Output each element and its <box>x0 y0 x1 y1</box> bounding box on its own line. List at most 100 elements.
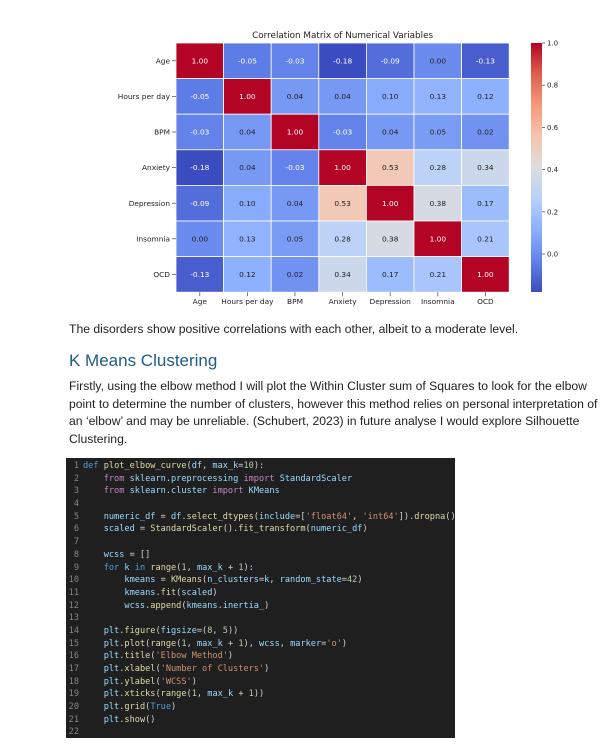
code-line: 4 <box>66 498 455 511</box>
row-tick-label: Depression <box>129 199 171 208</box>
code-text: plt.figure(figsize=(8, 5)) <box>103 625 239 636</box>
cell-value-label: 0.02 <box>477 128 493 137</box>
code-block: 1 def plot_elbow_curve(df, max_k=10): 2 fr… <box>66 458 455 738</box>
heatmap-cell <box>365 113 415 151</box>
line-number: 2 <box>73 473 79 484</box>
col-tick-label: Hours per day <box>221 297 274 306</box>
cell-value-label: 0.00 <box>430 56 447 65</box>
line-number: 18 <box>68 676 79 687</box>
code-line: 8 wcss = [] <box>66 549 455 562</box>
heatmap-cell <box>175 149 224 186</box>
cell-value-label: -0.18 <box>333 56 352 65</box>
code-line: 13 <box>66 612 455 625</box>
colorbar-tick-label: 0.8 <box>547 82 558 90</box>
cell-value-label: 0.38 <box>382 234 399 243</box>
line-number: 16 <box>68 651 79 662</box>
cell-value-label: 0.17 <box>382 270 399 279</box>
cell-value-label: 0.04 <box>239 128 256 137</box>
code-text: plt.title('Elbow Method') <box>103 651 234 662</box>
cell-value-label: 1.00 <box>382 199 399 208</box>
cell-value-label: -0.18 <box>190 163 209 172</box>
code-text: plt.xlabel('Number of Clusters') <box>103 664 270 674</box>
line-number: 17 <box>68 664 79 674</box>
cell-value-label: -0.05 <box>190 92 209 101</box>
heatmap-cell <box>223 42 272 79</box>
code-line: 11 kmeans.fit(scaled) <box>66 587 455 600</box>
code-line: 18 plt.ylabel('WCSS') <box>66 676 455 689</box>
cell-value-label: 0.10 <box>382 92 399 101</box>
cell-value-label: -0.09 <box>190 199 209 208</box>
heatmap-cell <box>270 78 320 115</box>
code-text: plt.show() <box>103 714 156 725</box>
cell-value-label: 0.12 <box>239 270 255 279</box>
code-text: numeric_df = df.select_dtypes(include=['… <box>103 511 455 522</box>
row-tick-label: OCD <box>153 270 170 279</box>
colorbar <box>531 43 542 292</box>
code-line: 19 plt.xticks(range(1, max_k + 1)) <box>66 688 455 701</box>
col-tick-label: Insomnia <box>421 297 455 306</box>
cell-value-label: -0.13 <box>476 56 495 65</box>
cell-value-label: 1.00 <box>430 234 447 243</box>
code-line: 21 plt.show() <box>66 714 455 727</box>
code-line: 7 <box>66 536 455 549</box>
heatmap-cell <box>413 256 462 293</box>
line-number: 4 <box>73 499 79 510</box>
cell-value-label: 0.17 <box>477 199 494 208</box>
heatmap-cell <box>318 220 367 257</box>
row-tick-label: Age <box>156 56 171 65</box>
cell-value-label: 1.00 <box>192 56 209 65</box>
code-line: 5 numeric_df = df.select_dtypes(include=… <box>66 511 455 524</box>
cell-value-label: 0.21 <box>477 234 494 243</box>
code-text: kmeans.fit(scaled) <box>124 587 218 598</box>
code-line: 10 kmeans = KMeans(n_clusters=k, random_… <box>66 574 455 587</box>
line-number: 7 <box>73 537 79 548</box>
cell-value-label: -0.05 <box>238 56 257 65</box>
code-text: from sklearn.cluster import KMeans <box>103 486 280 497</box>
paragraph-correlation-note: The disorders show positive correlations… <box>69 322 519 336</box>
colorbar-tick-label: 0.6 <box>547 124 559 132</box>
line-number: 5 <box>73 511 79 522</box>
heatmap-cell <box>413 149 462 186</box>
row-tick-label: Anxiety <box>142 163 171 172</box>
cell-value-label: -0.03 <box>285 163 304 172</box>
heatmap-cell <box>365 256 415 293</box>
code-text: plt.ylabel('WCSS') <box>103 676 197 687</box>
heatmap-cell <box>270 184 320 222</box>
line-number: 19 <box>68 689 79 700</box>
code-line: 6 scaled = StandardScaler().fit_transfor… <box>66 523 455 536</box>
heatmap-cell <box>318 113 367 151</box>
heatmap-cell <box>223 113 272 151</box>
line-number: 12 <box>68 600 79 611</box>
cell-value-label: 0.53 <box>334 199 351 208</box>
col-tick-label: Anxiety <box>329 297 358 306</box>
cell-value-label: 0.04 <box>239 163 256 172</box>
cell-value-label: 1.00 <box>239 92 256 101</box>
cell-value-label: 0.04 <box>334 92 351 101</box>
code-text: plt.grid(True) <box>103 702 177 713</box>
cell-value-label: -0.13 <box>190 270 209 279</box>
heatmap-cell <box>175 256 224 293</box>
line-number: 21 <box>68 714 79 725</box>
code-line: 3 from sklearn.cluster import KMeans <box>66 485 455 498</box>
heatmap-cell <box>270 42 320 79</box>
row-tick-label: Hours per day <box>118 92 171 101</box>
colorbar-tick-label: 1.0 <box>547 40 558 48</box>
cell-value-label: 0.28 <box>334 234 351 243</box>
cell-value-label: 1.00 <box>334 163 351 172</box>
heatmap-cell <box>461 220 510 257</box>
code-text: kmeans = KMeans(n_clusters=k, random_sta… <box>124 575 363 586</box>
colorbar-tick-label: 0.4 <box>547 166 559 174</box>
heatmap-cell <box>365 220 415 257</box>
cell-value-label: 0.13 <box>239 234 256 243</box>
cell-value-label: 0.34 <box>334 270 351 279</box>
paragraph-elbow-method: Firstly, using the elbow method I will p… <box>69 379 598 446</box>
row-tick-label: Insomnia <box>136 234 170 243</box>
code-text: plt.xticks(range(1, max_k + 1)) <box>103 689 265 700</box>
code-line: 2 from sklearn.preprocessing import Stan… <box>66 473 455 486</box>
cell-value-label: 0.00 <box>192 234 209 243</box>
code-text: for k in range(1, max_k + 1): <box>103 562 254 573</box>
heatmap-cell <box>413 113 462 151</box>
cell-value-label: 0.21 <box>430 270 447 279</box>
code-text: wcss = [] <box>103 549 151 560</box>
code-line: 12 wcss.append(kmeans.inertia_) <box>66 600 455 613</box>
